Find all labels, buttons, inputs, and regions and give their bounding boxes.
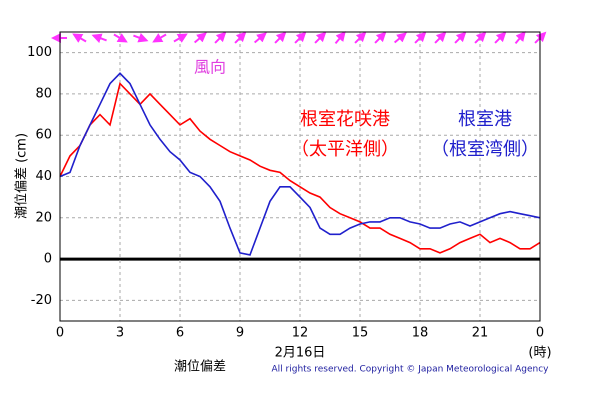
- wind-arrow: [294, 31, 307, 44]
- wind-arrow: [253, 32, 267, 44]
- y-tick-label: -20: [31, 293, 52, 308]
- x-tick-label: 15: [352, 326, 369, 341]
- y-tick-label: 40: [35, 169, 52, 184]
- wind-arrow: [193, 32, 207, 44]
- copyright: All rights reserved. Copyright © Japan M…: [272, 365, 550, 375]
- wind-arrow: [393, 32, 407, 44]
- wind-arrow: [133, 32, 149, 43]
- wind-arrow: [474, 31, 487, 44]
- y-axis-label: 潮位偏差 (cm): [15, 133, 30, 219]
- wind-arrow: [173, 33, 188, 43]
- wind-arrow: [414, 31, 427, 44]
- x-tick-label: 0: [536, 326, 544, 341]
- wind-arrow: [72, 33, 87, 43]
- annotation: 根室港: [458, 109, 512, 130]
- plot-border: [59, 31, 541, 322]
- wind-arrow: [454, 31, 467, 44]
- series-line: [59, 72, 541, 256]
- wind-arrow: [514, 31, 526, 45]
- wind-arrow: [314, 31, 327, 44]
- wind-arrow: [274, 31, 287, 44]
- y-tick-label: 80: [35, 86, 52, 101]
- annotation: （太平洋側）: [291, 139, 399, 160]
- y-tick-label: 100: [27, 45, 52, 60]
- x-axis-label: 2月16日: [275, 346, 326, 361]
- annotation: （根室湾側）: [431, 139, 539, 160]
- x-tick-label: 12: [292, 326, 309, 341]
- x-tick-label: 18: [412, 326, 429, 341]
- annotation: 根室花咲港: [300, 109, 390, 130]
- x-tick-label: 3: [116, 326, 124, 341]
- wind-arrow: [494, 31, 507, 44]
- wind-arrow: [152, 33, 167, 43]
- y-tick-label: 0: [44, 252, 52, 267]
- wind-arrow: [234, 31, 247, 44]
- wind-arrow: [434, 31, 447, 44]
- x-tick-label: 6: [176, 326, 184, 341]
- y-tick-label: 60: [35, 128, 52, 143]
- bottom-label: 潮位偏差: [174, 360, 226, 375]
- x-unit: (時): [528, 346, 551, 361]
- wind-arrow: [91, 33, 107, 44]
- wind-arrow: [113, 33, 128, 43]
- wind-arrow: [374, 31, 387, 44]
- wind-arrow: [354, 31, 367, 44]
- y-tick-label: 20: [35, 210, 52, 225]
- x-tick-label: 21: [472, 326, 489, 341]
- wind-arrow: [334, 31, 346, 45]
- x-tick-label: 0: [56, 326, 64, 341]
- annotation: 風向: [194, 58, 226, 77]
- x-tick-label: 9: [236, 326, 244, 341]
- wind-arrow: [214, 31, 227, 44]
